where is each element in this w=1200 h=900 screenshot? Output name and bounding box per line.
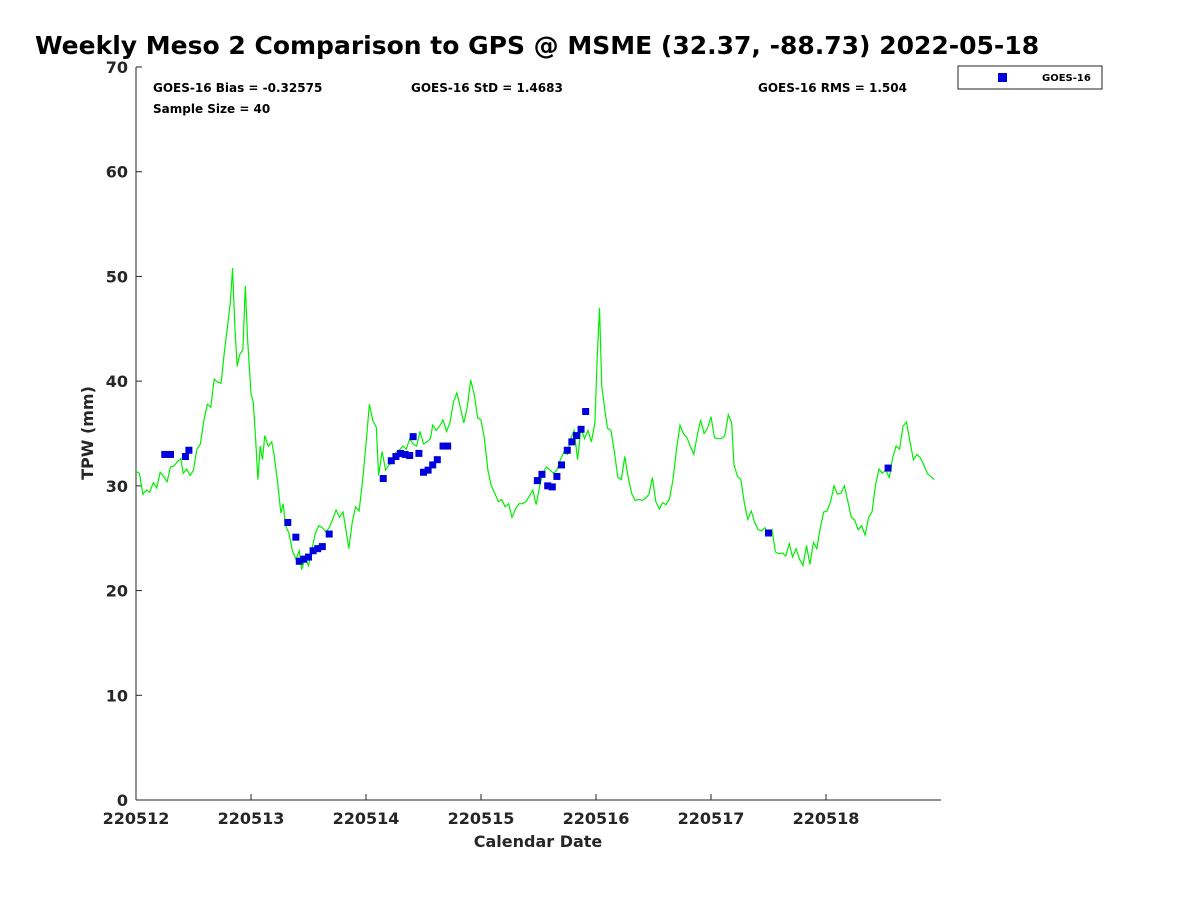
goes16-point <box>185 446 193 454</box>
goes16-point <box>401 450 409 458</box>
goes16-point <box>429 461 437 469</box>
goes16-point <box>433 456 441 464</box>
y-tick-label: 10 <box>106 686 128 705</box>
gps-tpw-line <box>135 268 935 570</box>
goes16-point <box>568 438 576 446</box>
goes16-point <box>582 408 590 416</box>
legend: GOES-16 <box>957 65 1103 90</box>
y-tick-label: 50 <box>106 267 128 286</box>
legend-box <box>957 65 1103 90</box>
goes16-point <box>415 449 423 457</box>
goes16-point <box>309 547 317 555</box>
y-ticks: 0 10 20 30 40 50 60 70 <box>106 58 142 810</box>
goes16-point <box>314 545 322 553</box>
goes16-point <box>379 475 387 483</box>
legend-marker <box>998 73 1007 82</box>
goes16-point <box>181 453 189 461</box>
goes16-point <box>406 451 414 459</box>
goes16-point <box>161 450 169 458</box>
bias-stat: GOES-16 Bias = -0.32575 <box>153 81 322 95</box>
plot-area <box>136 67 941 800</box>
goes16-point <box>318 543 326 551</box>
goes16-point <box>325 530 333 538</box>
y-tick-label: 20 <box>106 582 128 601</box>
goes16-point <box>548 483 556 491</box>
goes16-point <box>284 519 292 527</box>
goes16-point <box>572 432 580 440</box>
goes16-point <box>439 442 447 450</box>
y-axis-label: TPW (mm) <box>78 386 97 480</box>
x-tick-label: 220513 <box>218 809 285 828</box>
chart-title: Weekly Meso 2 Comparison to GPS @ MSME (… <box>35 31 1039 60</box>
goes16-point <box>538 470 546 478</box>
x-axis-label: Calendar Date <box>474 832 603 851</box>
goes16-point <box>397 449 404 457</box>
y-tick-label: 40 <box>106 372 128 391</box>
x-tick-label: 220517 <box>678 809 745 828</box>
goes16-point <box>765 529 772 537</box>
std-stat: GOES-16 StD = 1.4683 <box>411 81 563 95</box>
gps-line-layer <box>135 268 935 570</box>
goes16-point <box>392 453 400 461</box>
x-tick-label: 220515 <box>448 809 515 828</box>
goes16-point <box>292 533 300 541</box>
goes16-point <box>387 457 395 465</box>
legend-label: GOES-16 <box>1042 73 1091 84</box>
y-tick-label: 60 <box>106 163 128 182</box>
goes16-point <box>444 442 452 450</box>
goes16-point <box>300 555 308 563</box>
y-tick-label: 0 <box>117 791 128 810</box>
goes16-point <box>553 472 561 480</box>
goes16-point <box>577 425 585 433</box>
goes16-point <box>544 482 552 490</box>
rms-stat: GOES-16 RMS = 1.504 <box>758 81 907 95</box>
y-tick-label: 30 <box>106 477 128 496</box>
goes16-point <box>884 464 892 472</box>
y-tick-label: 70 <box>106 58 128 77</box>
goes16-point <box>305 553 312 561</box>
goes16-point <box>167 450 174 458</box>
goes16-point <box>558 461 565 469</box>
goes16-point <box>420 468 427 476</box>
x-tick-label: 220512 <box>103 809 170 828</box>
goes16-point <box>533 477 541 485</box>
goes16-point <box>563 446 571 454</box>
x-tick-label: 220516 <box>563 809 630 828</box>
x-tick-label: 220518 <box>793 809 860 828</box>
goes16-point <box>409 433 417 441</box>
goes16-point <box>295 557 303 565</box>
x-ticks: 220512 220513 220514 220515 220516 220517 2205… <box>103 794 860 828</box>
x-tick-label: 220514 <box>333 809 400 828</box>
goes16-point <box>424 466 432 474</box>
sample-size-stat: Sample Size = 40 <box>153 102 270 116</box>
goes16-marker-layer <box>161 408 892 565</box>
